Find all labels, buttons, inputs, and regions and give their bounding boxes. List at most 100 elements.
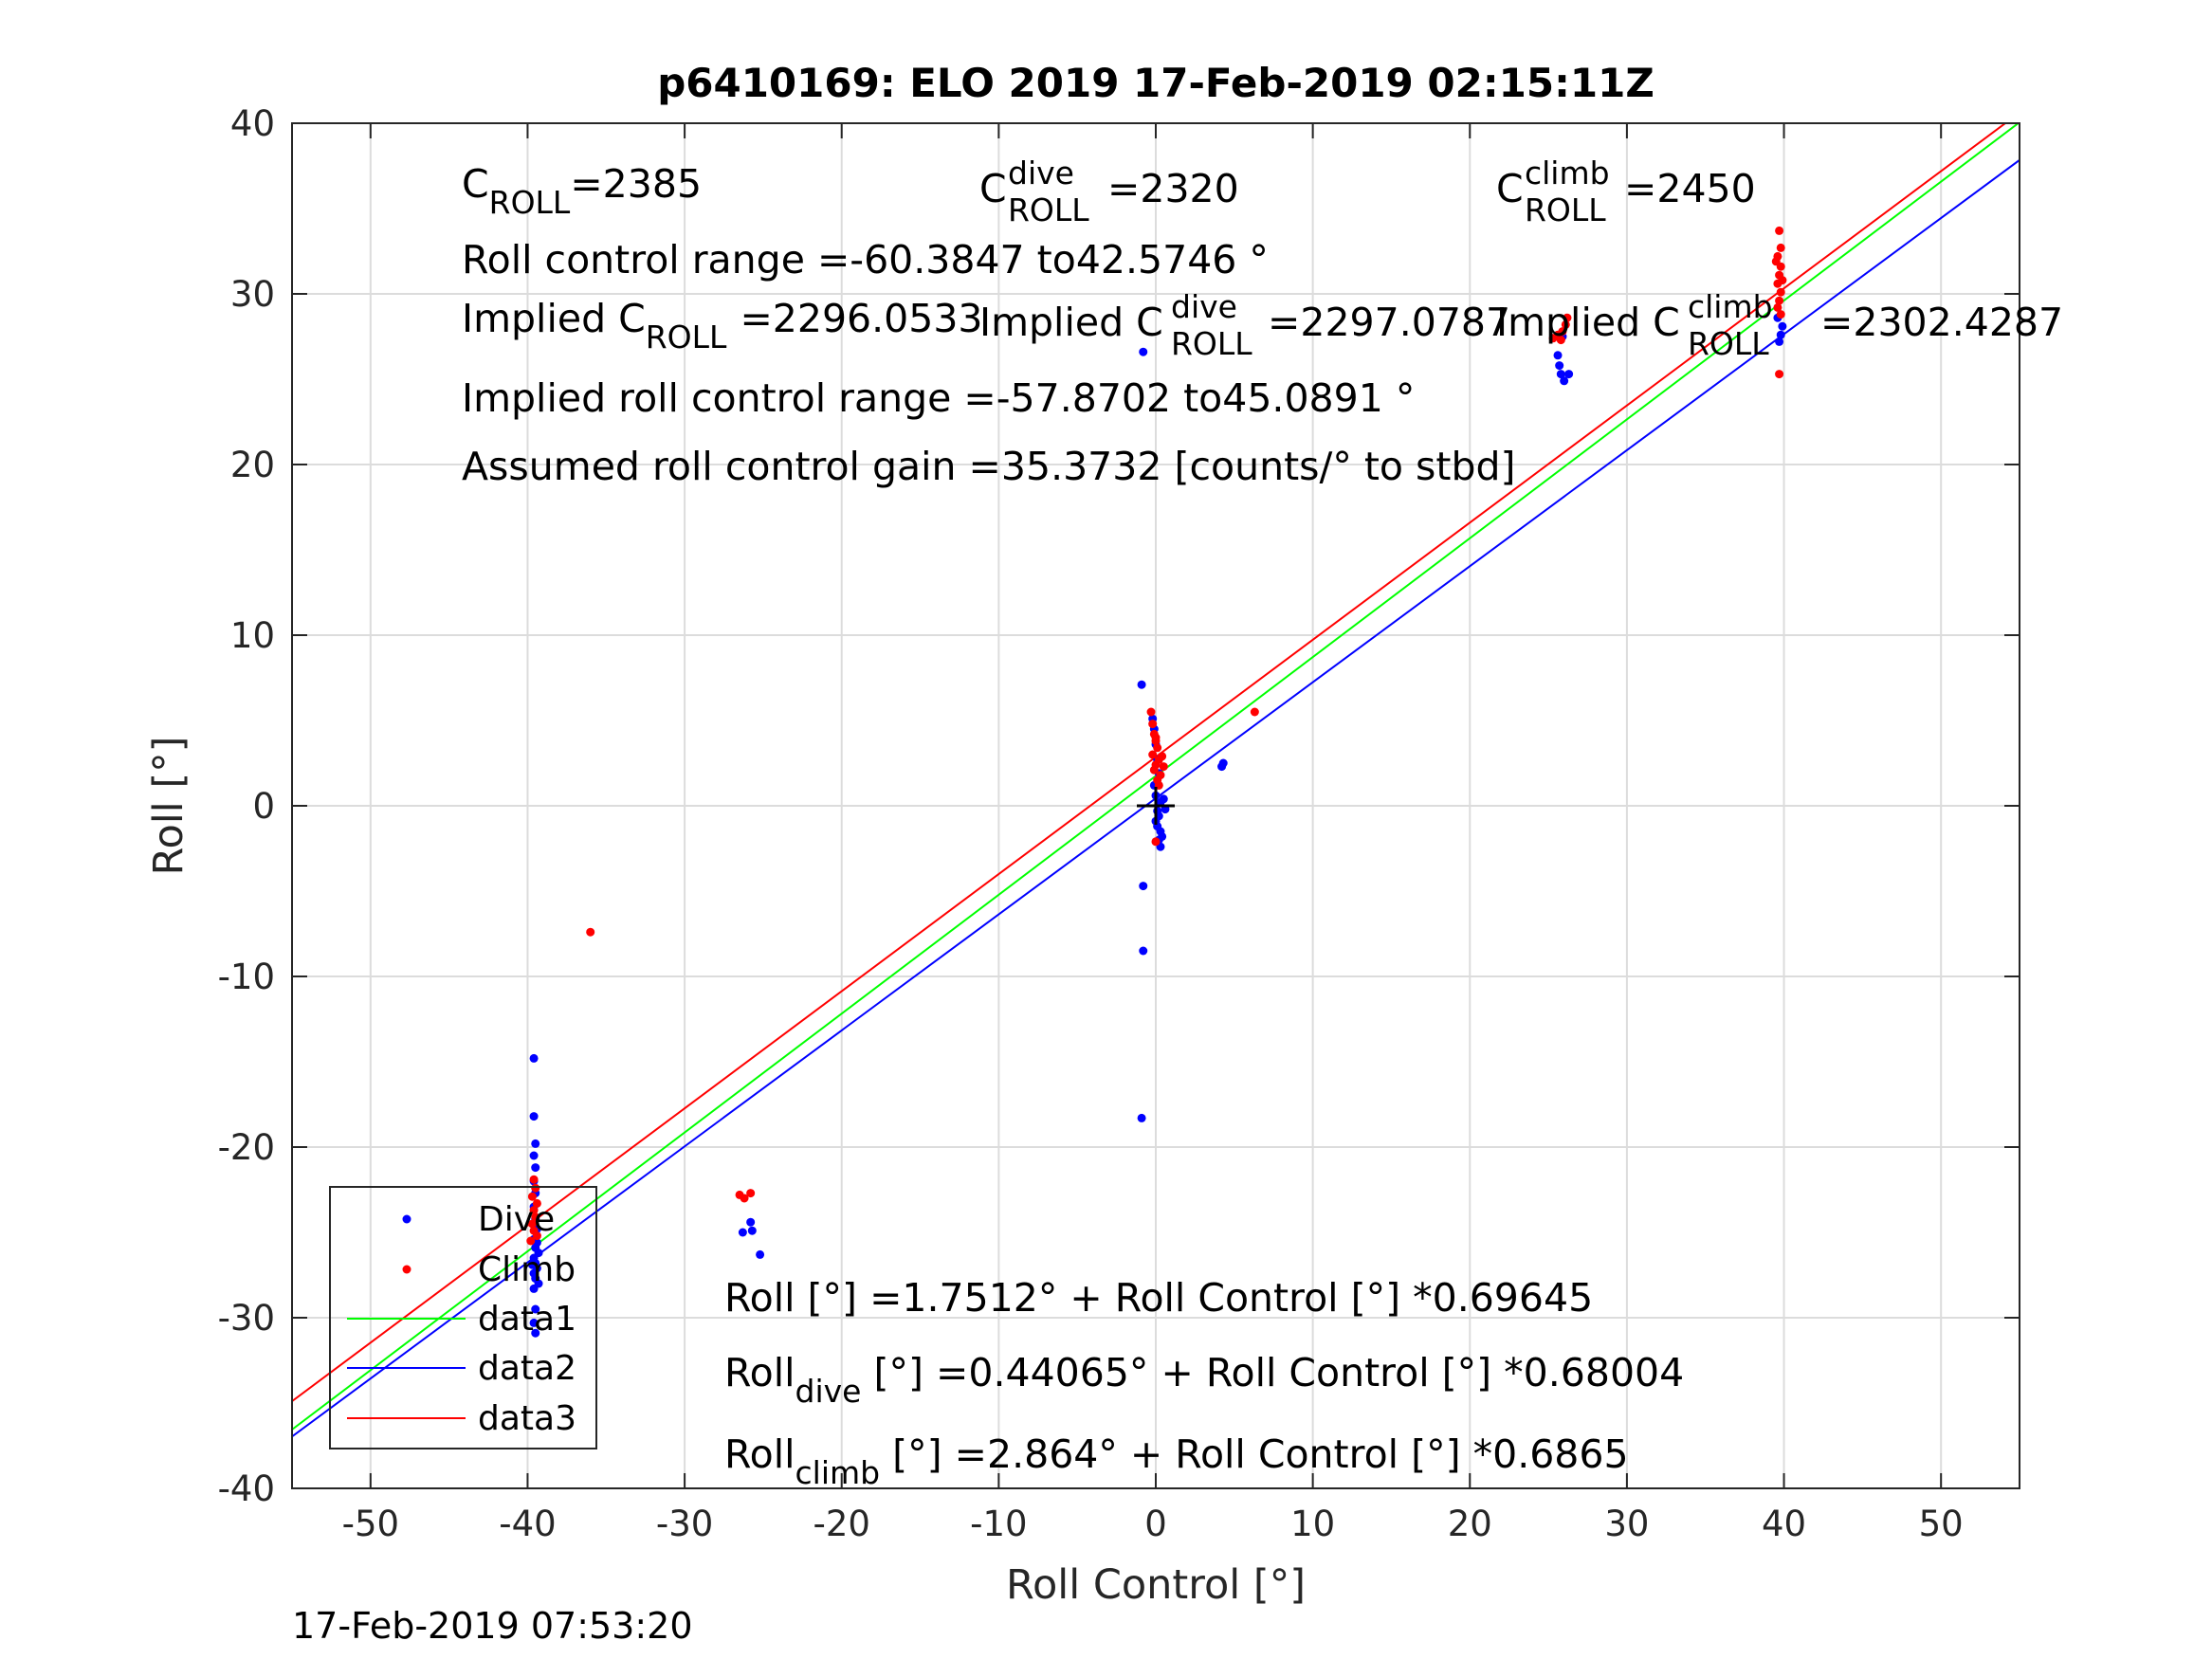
climb-point (1773, 302, 1782, 312)
y-tick-label: -30 (218, 1298, 275, 1339)
x-tick-label: 40 (1762, 1504, 1806, 1544)
x-tick-label: -50 (342, 1504, 399, 1544)
legend-data1-label: data1 (478, 1300, 576, 1339)
climb-point (1778, 276, 1787, 285)
y-tick-label: 20 (230, 445, 275, 485)
y-axis-label: Roll [°] (145, 737, 192, 876)
annotation-implied-c-roll: Implied CROLL =2296.0533 (462, 296, 983, 356)
climb-point (532, 1198, 541, 1208)
annotation-c-roll-dive-sub: ROLL (1008, 191, 1089, 228)
dive-point (738, 1228, 747, 1237)
climb-point (527, 1219, 537, 1229)
climb-point (527, 1192, 537, 1201)
dive-point (747, 1226, 757, 1235)
annotation-implied-c-roll-climb-value: =2302.4287 (1820, 300, 2063, 345)
x-tick-label: 10 (1290, 1504, 1335, 1544)
annotation-c-roll-climb: C (1496, 166, 1524, 211)
dive-point (1560, 376, 1569, 386)
annotation-c-roll-climb-value: =2450 (1624, 166, 1756, 211)
x-tick-label: 0 (1144, 1504, 1167, 1544)
climb-point (1159, 762, 1168, 772)
annotation-implied-c-roll-dive: Implied C (979, 300, 1163, 345)
legend-dive-label: Dive (478, 1200, 555, 1239)
annotation-implied-c-roll-climb: Implied C (1496, 300, 1680, 345)
climb-point (532, 1231, 541, 1241)
dive-point (1553, 351, 1563, 360)
footer-timestamp: 17-Feb-2019 07:53:20 (292, 1605, 693, 1647)
dive-point (1139, 882, 1148, 891)
dive-point (1776, 330, 1785, 339)
legend-data3-label: data3 (478, 1399, 576, 1438)
climb-point (1556, 336, 1565, 345)
dive-point (1137, 680, 1146, 689)
climb-point (1776, 287, 1785, 297)
climb-point (1775, 370, 1784, 379)
climb-point (526, 1236, 536, 1246)
legend-data2-label: data2 (478, 1349, 576, 1388)
legend: Dive Climb data1 data2 data3 (329, 1186, 597, 1449)
dive-point (1139, 347, 1148, 356)
climb-point (1558, 327, 1567, 337)
dive-point (746, 1217, 756, 1227)
dive-point (529, 1318, 539, 1327)
climb-point (1149, 765, 1159, 775)
climb-point (1776, 243, 1785, 252)
dive-point (529, 1053, 539, 1063)
y-tick-label: 30 (230, 274, 275, 315)
y-tick-label: -10 (218, 957, 275, 997)
annotation-assumed-gain: Assumed roll control gain =35.3732 [coun… (462, 444, 1516, 489)
climb-point (1151, 733, 1161, 742)
climb-point (1771, 257, 1781, 266)
dive-point (529, 1151, 539, 1160)
dive-point (531, 1163, 540, 1173)
dive-point (1159, 794, 1168, 804)
climb-point (1153, 743, 1162, 753)
x-tick-label: 30 (1604, 1504, 1649, 1544)
dive-point (527, 1260, 537, 1269)
dive-point (1137, 1113, 1146, 1122)
dive-point (1555, 361, 1564, 371)
dive-point (531, 1328, 540, 1338)
annotation-implied-c-roll-climb-sub: ROLL (1688, 325, 1769, 362)
x-tick-label: -40 (499, 1504, 556, 1544)
climb-point (1158, 752, 1167, 761)
annotation-fit-all: Roll [°] =1.7512° + Roll Control [°] *0.… (724, 1275, 1593, 1321)
climb-point (1148, 720, 1158, 729)
y-tick-label: -20 (218, 1127, 275, 1168)
dive-point (531, 1304, 540, 1314)
x-axis-label: Roll Control [°] (1006, 1561, 1306, 1609)
annotation-roll-control-range: Roll control range =-60.3847 to42.5746 ° (462, 237, 1269, 283)
climb-point (531, 1183, 540, 1193)
climb-point (1776, 310, 1785, 319)
climb-point (1151, 837, 1161, 847)
annotation-c-roll-climb-sub: ROLL (1525, 191, 1606, 228)
annotation-fit-dive: Rolldive [°] =0.44065° + Roll Control [°… (724, 1350, 1684, 1410)
x-tick-label: -30 (656, 1504, 713, 1544)
climb-point (746, 1189, 756, 1198)
dive-point (531, 1139, 540, 1148)
y-tick-label: -40 (218, 1468, 275, 1509)
data-points (526, 226, 1787, 1338)
climb-point (529, 1175, 539, 1184)
y-tick-label: 0 (252, 786, 275, 827)
climb-point (529, 1206, 539, 1215)
climb-point (1563, 313, 1572, 322)
dive-point (1778, 321, 1787, 331)
axis-ticks: -50 -40 -30 -20 -10 0 10 20 30 40 50 -40 -30 -20 -10 0 1… (218, 103, 2020, 1544)
legend-climb-marker (402, 1265, 411, 1274)
plot-frame (291, 122, 2020, 1489)
climb-point (740, 1194, 749, 1203)
annotation-implied-c-roll-climb-sup: climb (1688, 288, 1773, 325)
annotation-implied-c-roll-dive-sup: dive (1171, 288, 1237, 325)
annotation-implied-c-roll-dive-sub: ROLL (1171, 325, 1252, 362)
y-tick-label: 10 (230, 615, 275, 656)
annotation-c-roll-dive-value: =2320 (1107, 166, 1239, 211)
annotation-fit-climb: Rollclimb [°] =2.864° + Roll Control [°]… (724, 1431, 1629, 1491)
annotation-c-roll-dive: C (979, 166, 1007, 211)
climb-point (1250, 707, 1259, 717)
chart-title: p6410169: ELO 2019 17-Feb-2019 02:15:11Z (657, 60, 1654, 106)
x-tick-label: 20 (1448, 1504, 1492, 1544)
x-tick-label: -20 (814, 1504, 870, 1544)
y-tick-label: 40 (230, 103, 275, 144)
